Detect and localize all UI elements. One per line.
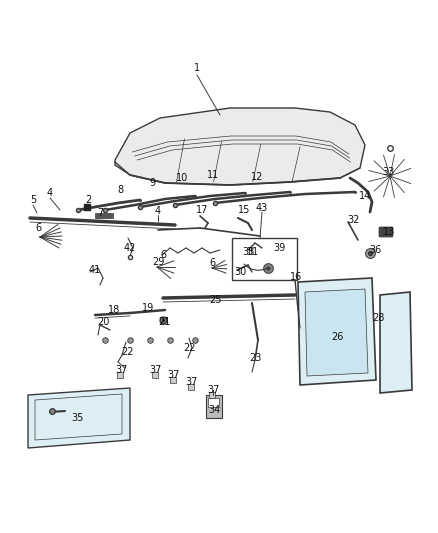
Text: 22: 22 [121,347,133,357]
Text: 5: 5 [30,195,36,205]
Text: 36: 36 [369,245,381,255]
FancyBboxPatch shape [95,213,113,218]
Text: 20: 20 [97,317,109,327]
Text: 9: 9 [149,178,155,188]
FancyBboxPatch shape [170,377,176,383]
Text: 29: 29 [152,257,164,267]
Bar [232,238,297,280]
Text: 4: 4 [155,206,161,216]
Polygon shape [28,388,130,448]
Text: 38: 38 [242,247,254,257]
Text: 32: 32 [347,215,359,225]
Text: 22: 22 [184,343,196,353]
FancyBboxPatch shape [188,384,194,390]
FancyBboxPatch shape [209,392,215,398]
Text: 19: 19 [142,303,154,313]
FancyBboxPatch shape [208,398,219,407]
Text: 25: 25 [209,295,221,305]
Text: 37: 37 [150,365,162,375]
Text: 23: 23 [249,353,261,363]
FancyBboxPatch shape [152,372,158,378]
Text: 31: 31 [246,247,258,257]
FancyBboxPatch shape [117,372,123,378]
Polygon shape [305,289,368,376]
FancyBboxPatch shape [379,227,393,237]
Text: 4: 4 [47,188,53,198]
Text: 10: 10 [176,173,188,183]
Text: 37: 37 [186,377,198,387]
Text: 42: 42 [124,243,136,253]
Text: 8: 8 [117,185,123,195]
Text: 6: 6 [209,258,215,268]
Text: 37: 37 [115,365,127,375]
Polygon shape [380,292,412,393]
FancyBboxPatch shape [205,394,222,417]
Text: 30: 30 [234,267,246,277]
Text: 21: 21 [158,317,170,327]
Text: 34: 34 [208,405,220,415]
Text: 14: 14 [359,191,371,201]
Text: 37: 37 [207,385,219,395]
Text: 1: 1 [194,63,200,73]
Text: 2: 2 [85,195,91,205]
Text: 26: 26 [331,332,343,342]
Text: 15: 15 [238,205,250,215]
Polygon shape [298,278,376,385]
Polygon shape [115,108,365,185]
Text: 28: 28 [372,313,384,323]
Text: 12: 12 [251,172,263,182]
Text: 35: 35 [72,413,84,423]
Text: 11: 11 [207,170,219,180]
Text: 17: 17 [196,205,208,215]
Text: 39: 39 [273,243,285,253]
Text: 6: 6 [160,250,166,260]
Text: 18: 18 [108,305,120,315]
Text: 41: 41 [89,265,101,275]
Text: 37: 37 [168,370,180,380]
Text: 6: 6 [35,223,41,233]
Text: 13: 13 [383,227,395,237]
Text: 33: 33 [382,167,394,177]
Text: 7: 7 [97,208,103,218]
Text: 43: 43 [256,203,268,213]
Text: 16: 16 [290,272,302,282]
